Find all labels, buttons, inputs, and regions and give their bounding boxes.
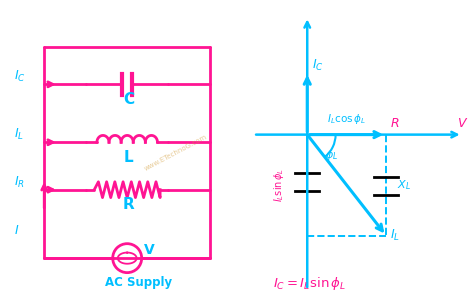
Text: $I_L\cos\phi_L$: $I_L\cos\phi_L$ (327, 112, 366, 126)
Text: $X_L$: $X_L$ (397, 178, 411, 192)
Text: $I_C$: $I_C$ (14, 69, 26, 85)
Text: $R$: $R$ (390, 117, 400, 129)
Text: $I_R$: $I_R$ (14, 175, 25, 190)
Text: L: L (124, 150, 133, 165)
Text: $I$: $I$ (14, 225, 19, 238)
Text: $I_L\sin\phi_L$: $I_L\sin\phi_L$ (272, 168, 286, 202)
Text: AC Supply: AC Supply (105, 276, 172, 289)
Text: www.ETechnoG.com: www.ETechnoG.com (144, 134, 208, 172)
Text: $\phi_L$: $\phi_L$ (325, 148, 338, 162)
Text: R: R (123, 198, 135, 212)
Text: C: C (123, 92, 134, 107)
Text: $I_C = I_L\sin\phi_L$: $I_C = I_L\sin\phi_L$ (273, 275, 346, 291)
Text: $I_C$: $I_C$ (312, 58, 324, 73)
Text: V: V (144, 243, 155, 257)
Text: $I_L$: $I_L$ (14, 127, 24, 142)
Text: $I_L$: $I_L$ (390, 228, 400, 243)
Text: $V$: $V$ (457, 117, 468, 129)
